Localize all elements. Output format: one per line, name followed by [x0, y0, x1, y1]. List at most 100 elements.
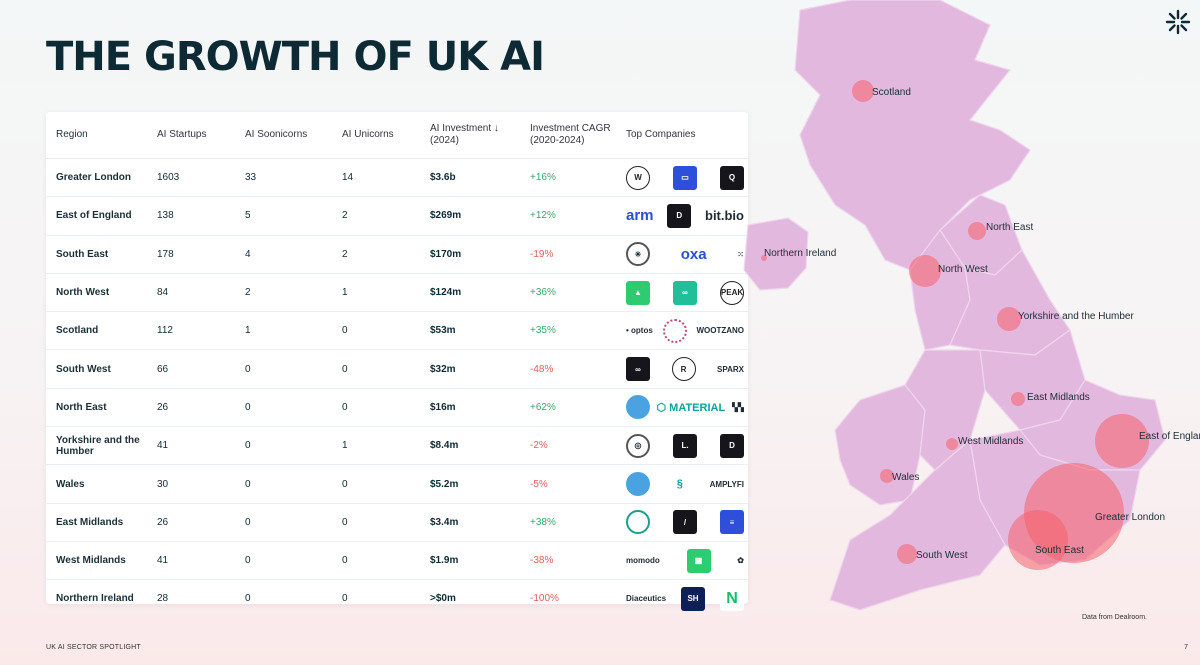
ai-startups-cell: 41: [157, 440, 169, 452]
top-companies-cell: / ≡: [626, 510, 748, 535]
region-northern-ireland: [743, 217, 809, 291]
ai-startups-cell: 84: [157, 287, 169, 299]
bubble-north-west: [909, 255, 941, 287]
company-logo-icon: ⁙: [737, 249, 744, 259]
ai-startups-cell: 138: [157, 210, 174, 222]
ai-unicorns-cell: 1: [342, 440, 348, 452]
label-north-east: North East: [986, 222, 1033, 233]
table-body: Greater London 1603 33 14 $3.6b +16% W ▭ Q East o…: [46, 159, 748, 618]
company-logo-icon: [626, 510, 650, 535]
company-logo-icon: oxa: [680, 245, 707, 263]
company-logo-icon: ▦: [686, 548, 711, 573]
company-logo-icon: ≡: [720, 510, 744, 535]
top-companies-cell: ▲ ∞ PEAK: [626, 280, 748, 305]
investment-cagr-cell: -48%: [530, 363, 554, 375]
investment-cagr-cell: -100%: [530, 593, 559, 605]
header-ai-investment[interactable]: AI Investment ↓ (2024): [430, 122, 499, 147]
ai-unicorns-cell: 0: [342, 325, 348, 337]
bubble-northern-ireland: [761, 255, 767, 261]
company-logo-icon: D: [667, 203, 692, 228]
footer-label: UK AI SECTOR SPOTLIGHT: [46, 644, 141, 651]
header-region: Region: [56, 128, 88, 140]
bubble-south-east: [1008, 510, 1068, 570]
ai-unicorns-cell: 2: [342, 210, 348, 222]
label-south-west: South West: [916, 550, 968, 561]
company-logo-icon: ◎: [626, 433, 650, 458]
ai-investment-cell: $16m: [430, 401, 456, 413]
header-ai-unicorns: AI Unicorns: [342, 128, 394, 140]
region-cell: Northern Ireland: [56, 593, 134, 605]
region-scotland: [794, 0, 1031, 271]
top-companies-cell: ◎ L. D: [626, 433, 748, 458]
bubble-east-midlands: [1011, 392, 1025, 406]
region-south-west: [829, 438, 1006, 611]
company-logo-icon: SPARX: [717, 364, 744, 374]
ai-startups-cell: 28: [157, 593, 169, 605]
company-logo-icon: Diaceutics: [626, 594, 667, 604]
label-northern-ireland: Northern Ireland: [764, 248, 836, 259]
company-logo-icon: ▭: [673, 165, 697, 190]
ai-soonicorns-cell: 2: [245, 287, 251, 299]
ai-soonicorns-cell: 1: [245, 325, 251, 337]
region-cell: South East: [56, 248, 109, 260]
ai-unicorns-cell: 0: [342, 555, 348, 567]
table-row: West Midlands 41 0 0 $1.9m -38% momodo ▦ ✿: [46, 542, 748, 581]
region-cell: South West: [56, 363, 111, 375]
region-cell: Greater London: [56, 172, 132, 184]
ai-investment-cell: $8.4m: [430, 440, 459, 452]
bubble-yorkshire: [997, 307, 1021, 331]
page-number: 7: [1184, 644, 1188, 651]
top-companies-cell: • optos WOOTZANO: [626, 318, 748, 343]
ai-investment-cell: $53m: [430, 325, 456, 337]
bubble-east-of-england: [1095, 414, 1149, 468]
header-ai-soonicorns: AI Soonicorns: [245, 128, 308, 140]
company-logo-icon: W: [626, 165, 650, 190]
ai-investment-cell: >$0m: [430, 593, 456, 605]
ai-unicorns-cell: 0: [342, 593, 348, 605]
header-top-companies: Top Companies: [626, 128, 696, 140]
ai-soonicorns-cell: 0: [245, 440, 251, 452]
table-row: Northern Ireland 28 0 0 >$0m -100% Diaceutics S…: [46, 580, 748, 617]
ai-startups-cell: 112: [157, 325, 173, 337]
ai-investment-cell: $32m: [430, 363, 456, 375]
label-greater-london: Greater London: [1095, 512, 1165, 523]
company-logo-icon: ✿: [737, 556, 744, 566]
company-logo-icon: [662, 318, 687, 343]
table-row: Wales 30 0 0 $5.2m -5% § AMPLYFI: [46, 465, 748, 504]
ai-unicorns-cell: 0: [342, 401, 348, 413]
regions-table: Region AI Startups AI Soonicorns AI Unic…: [46, 112, 748, 611]
ai-soonicorns-cell: 0: [245, 593, 251, 605]
ai-investment-cell: $170m: [430, 248, 462, 260]
company-logo-icon: L.: [673, 433, 697, 458]
label-scotland: Scotland: [872, 87, 911, 98]
label-wales: Wales: [892, 472, 919, 483]
ai-soonicorns-cell: 0: [245, 401, 251, 413]
company-logo-icon: R: [671, 357, 696, 382]
ai-startups-cell: 30: [157, 478, 169, 490]
top-companies-cell: W ▭ Q: [626, 165, 748, 190]
bubble-west-midlands: [946, 438, 958, 450]
region-cell: Wales: [56, 478, 85, 490]
region-wales: [834, 384, 926, 506]
ai-investment-cell: $3.4m: [430, 516, 459, 528]
ai-startups-cell: 178: [157, 248, 174, 260]
company-logo-icon: SH: [681, 586, 706, 611]
source-note: Data from Dealroom.: [1082, 614, 1147, 621]
table-row: North East 26 0 0 $16m +62% ⬡ MATERIAL ▚▚: [46, 389, 748, 428]
ai-unicorns-cell: 0: [342, 516, 348, 528]
header-ai-startups: AI Startups: [157, 128, 207, 140]
ai-unicorns-cell: 14: [342, 172, 354, 184]
ai-startups-cell: 66: [157, 363, 169, 375]
table-row: East Midlands 26 0 0 $3.4m +38% / ≡: [46, 504, 748, 542]
bubble-scotland: [852, 80, 874, 102]
top-companies-cell: ⬡ MATERIAL ▚▚: [626, 395, 748, 420]
ai-unicorns-cell: 0: [342, 478, 348, 490]
company-logo-icon: PEAK: [720, 280, 744, 305]
company-logo-icon: ∞: [626, 357, 650, 382]
label-north-west: North West: [938, 264, 988, 275]
investment-cagr-cell: -19%: [530, 248, 554, 260]
bubble-south-west: [897, 544, 917, 564]
page-title: THE GROWTH OF UK AI: [46, 34, 545, 80]
ai-unicorns-cell: 0: [342, 363, 348, 375]
